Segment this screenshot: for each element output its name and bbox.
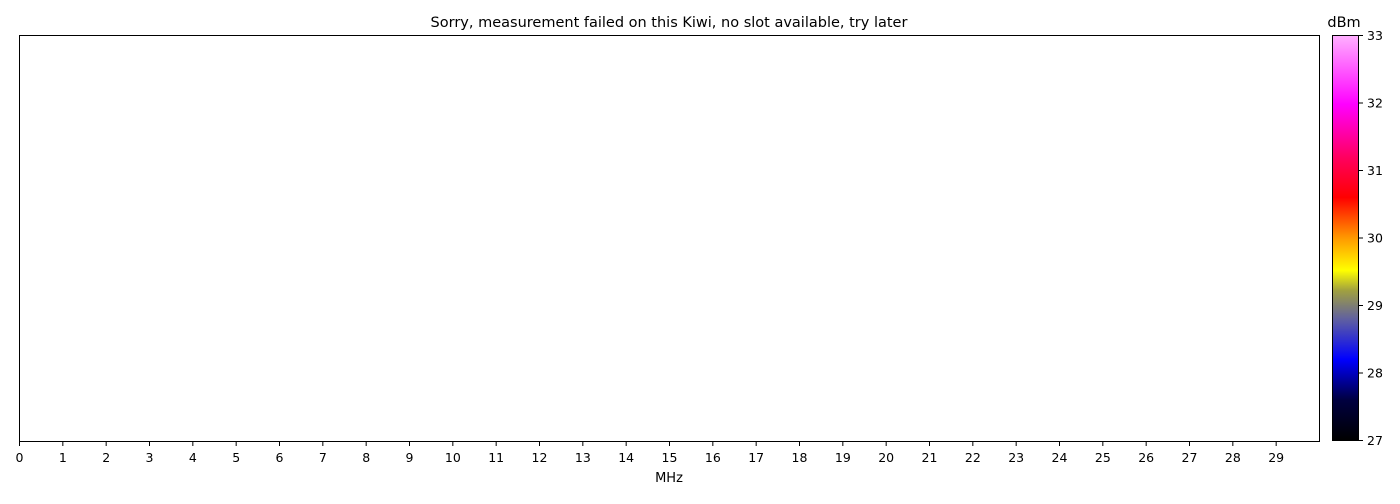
x-tick-label: 8 — [362, 450, 370, 465]
x-tick-label: 10 — [445, 450, 461, 465]
colorbar-label: dBm — [1327, 15, 1360, 31]
colorbar-tick-label: 32 — [1367, 96, 1383, 111]
x-tick-label: 3 — [146, 450, 154, 465]
plot-area — [19, 35, 1320, 442]
colorbar-tick-label: 27 — [1367, 433, 1383, 448]
x-axis: 0 1 2 3 4 5 6 7 8 9 10 11 12 13 14 15 16 17 18 19 20 21 22 23 24… — [16, 441, 1284, 465]
x-tick-label: 20 — [878, 450, 894, 465]
x-tick-label: 6 — [276, 450, 284, 465]
x-tick-label: 26 — [1138, 450, 1154, 465]
x-tick-label: 5 — [232, 450, 240, 465]
x-tick-label: 13 — [575, 450, 591, 465]
x-tick-label: 28 — [1225, 450, 1241, 465]
colorbar-tick-label: 31 — [1367, 163, 1383, 178]
x-tick-label: 19 — [835, 450, 851, 465]
x-tick-label: 16 — [705, 450, 721, 465]
colorbar-axis: 27 28 29 30 31 32 33 — [1358, 28, 1383, 448]
x-tick-label: 12 — [532, 450, 548, 465]
x-tick-label: 0 — [16, 450, 24, 465]
colorbar-tick-label: 28 — [1367, 366, 1383, 381]
chart-title: Sorry, measurement failed on this Kiwi, … — [431, 15, 908, 31]
x-tick-label: 23 — [1008, 450, 1024, 465]
colorbar-tick-label: 30 — [1367, 231, 1383, 246]
x-tick-label: 15 — [662, 450, 678, 465]
x-tick-label: 29 — [1268, 450, 1284, 465]
x-tick-label: 1 — [59, 450, 67, 465]
x-axis-label: MHz — [655, 471, 683, 486]
x-tick-label: 9 — [406, 450, 414, 465]
x-tick-label: 7 — [319, 450, 327, 465]
x-tick-label: 2 — [102, 450, 110, 465]
colorbar-tick-label: 33 — [1367, 28, 1383, 43]
x-tick-label: 25 — [1095, 450, 1111, 465]
x-tick-label: 14 — [618, 450, 634, 465]
colorbar — [1332, 35, 1359, 441]
x-tick-label: 24 — [1052, 450, 1068, 465]
x-tick-label: 11 — [488, 450, 504, 465]
x-tick-label: 21 — [922, 450, 938, 465]
x-tick-label: 18 — [792, 450, 808, 465]
x-tick-label: 27 — [1182, 450, 1198, 465]
x-tick-label: 22 — [965, 450, 981, 465]
x-tick-label: 17 — [748, 450, 764, 465]
x-tick-label: 4 — [189, 450, 197, 465]
colorbar-tick-label: 29 — [1367, 298, 1383, 313]
